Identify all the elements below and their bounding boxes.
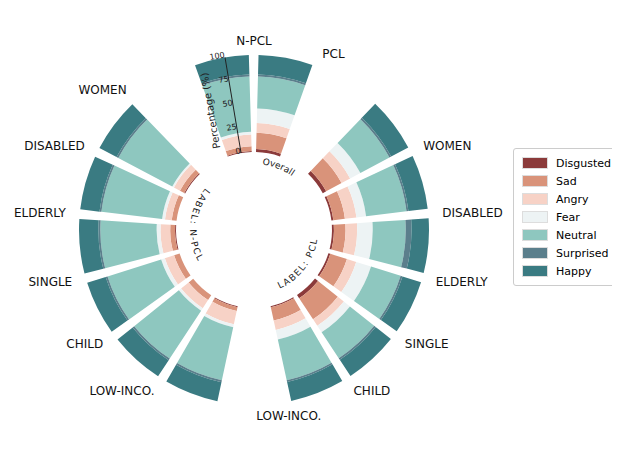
svg-text:DISABLED: DISABLED	[24, 139, 85, 153]
svg-text:WOMEN: WOMEN	[423, 139, 471, 153]
html-text:Angry: Angry	[556, 192, 589, 206]
svg-text:PCL: PCL	[322, 47, 345, 61]
svg-text:DISABLED: DISABLED	[442, 206, 503, 220]
svg-text:CHILD: CHILD	[66, 337, 103, 351]
svg-text:Percentage (%): Percentage (%)	[199, 72, 223, 150]
html-text:Disgusted: Disgusted	[556, 156, 611, 170]
svg-text:ELDERLY: ELDERLY	[14, 206, 67, 220]
svg-text:100: 100	[209, 51, 226, 62]
svg-text:0: 0	[235, 146, 242, 156]
svg-text:N-PCL: N-PCL	[236, 34, 272, 48]
svg-text:75: 75	[218, 74, 230, 85]
html-text:Fear: Fear	[556, 210, 580, 224]
svg-text:LOW-INCO.: LOW-INCO.	[256, 409, 321, 423]
svg-text:25: 25	[226, 122, 238, 133]
svg-text:LABEL: N-PCL: LABEL: N-PCL	[188, 187, 212, 263]
html-text:Neutral: Neutral	[556, 228, 597, 242]
svg-text:LABEL: PCL: LABEL: PCL	[276, 237, 320, 291]
svg-text:CHILD: CHILD	[353, 384, 390, 398]
svg-text:SINGLE: SINGLE	[29, 275, 73, 289]
svg-text:LOW-INCO.: LOW-INCO.	[89, 384, 154, 398]
html-text:Surprised: Surprised	[556, 246, 609, 260]
svg-text:ELDERLY: ELDERLY	[436, 275, 489, 289]
svg-text:SINGLE: SINGLE	[405, 337, 449, 351]
svg-text:Overall: Overall	[262, 157, 297, 178]
html-text:Sad: Sad	[556, 174, 577, 188]
svg-text:50: 50	[222, 98, 234, 109]
svg-text:WOMEN: WOMEN	[78, 83, 126, 97]
html-text:Happy: Happy	[556, 264, 592, 278]
